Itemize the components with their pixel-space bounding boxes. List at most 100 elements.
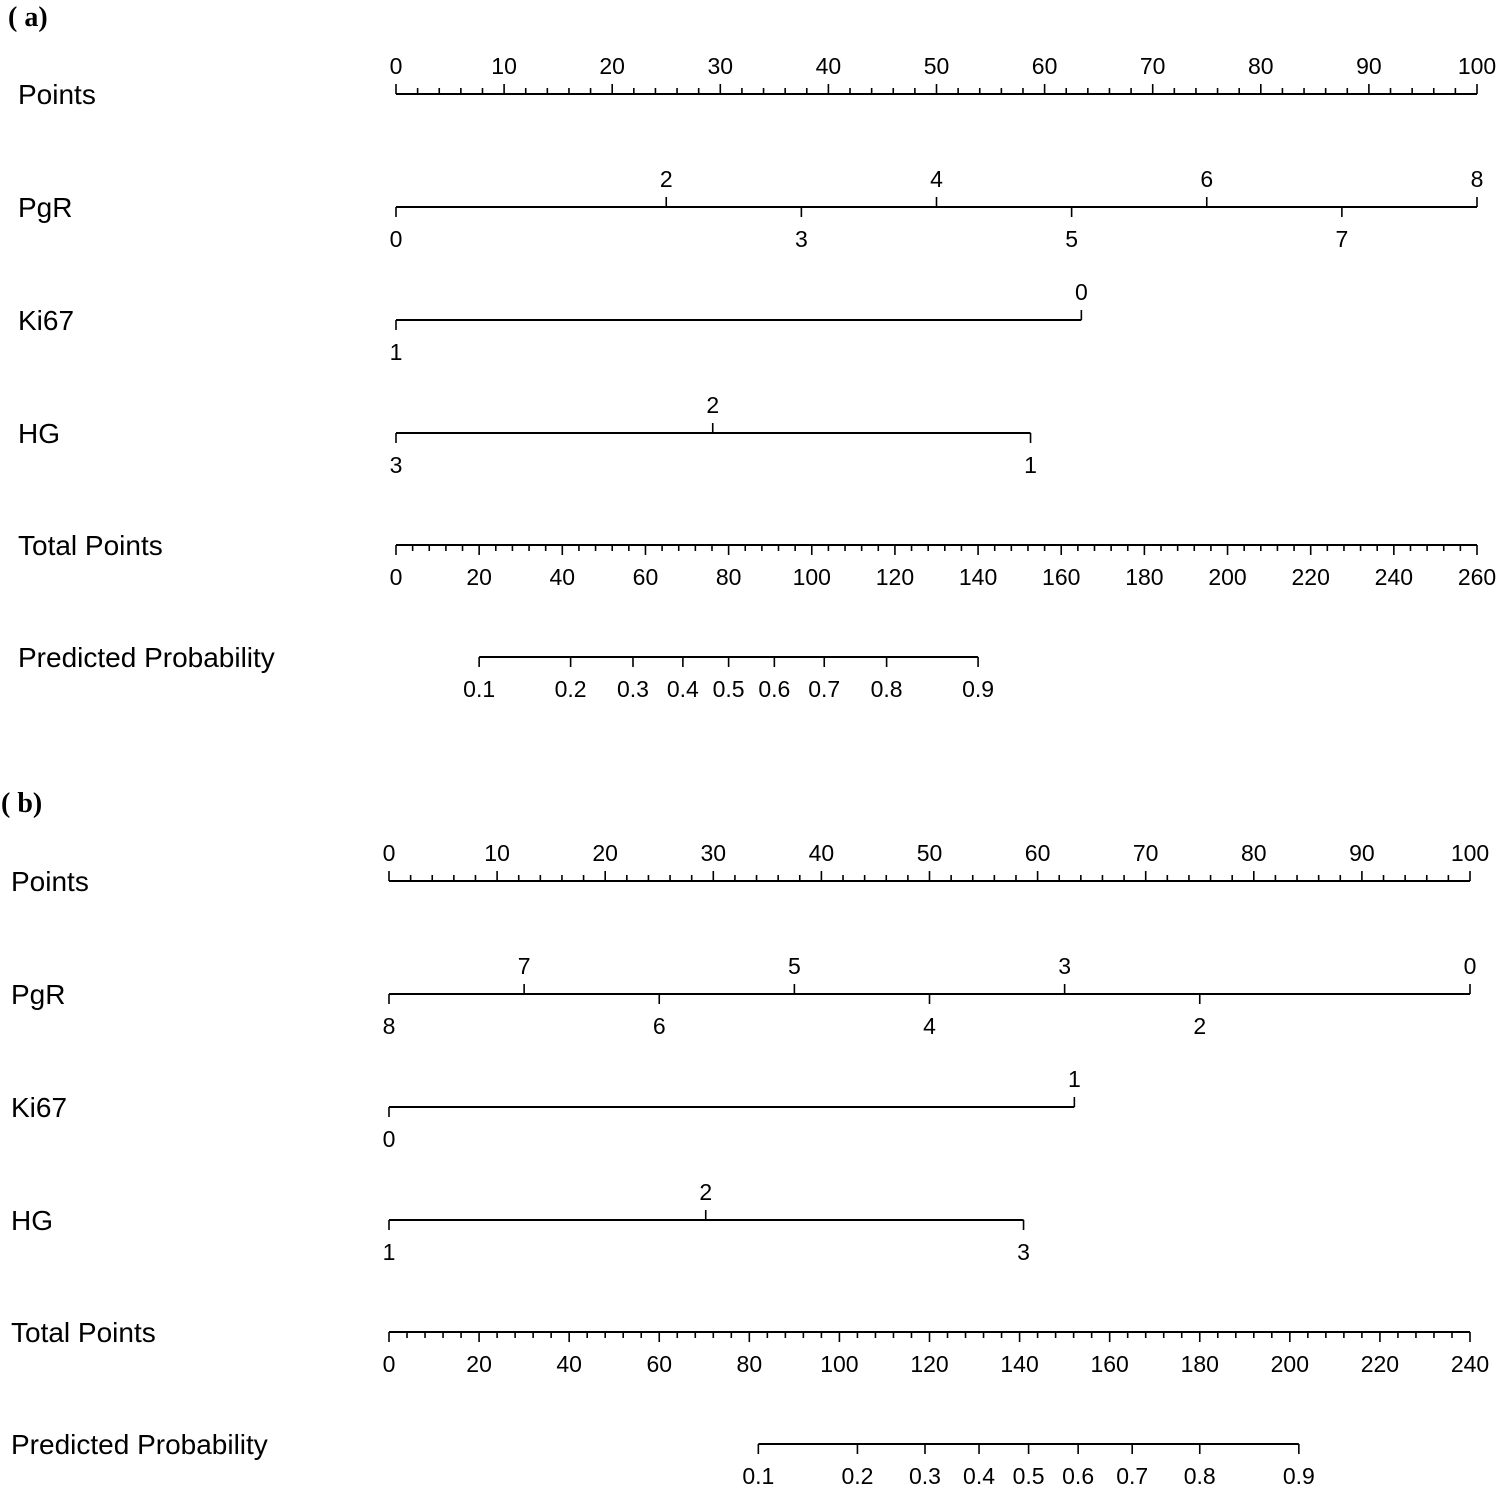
tick-label: 50 xyxy=(917,840,943,866)
tick-label: 180 xyxy=(1181,1351,1219,1377)
tick-label: 100 xyxy=(1458,53,1496,79)
row-label: PgR xyxy=(11,979,65,1010)
level-label: 1 xyxy=(1024,452,1037,478)
tick-label: 90 xyxy=(1356,53,1382,79)
level-label: 7 xyxy=(1335,226,1348,252)
tick-label: 60 xyxy=(1025,840,1051,866)
level-label: 0.4 xyxy=(963,1463,995,1489)
tick-label: 100 xyxy=(820,1351,858,1377)
level-label: 8 xyxy=(1471,166,1484,192)
row-points: Points 0 10 20 30 40 50 60 70 80 90 100 xyxy=(18,53,1496,110)
level-label: 0.6 xyxy=(758,676,790,702)
tick-label: 10 xyxy=(491,53,517,79)
tick-label: 20 xyxy=(466,564,492,590)
level-label: 0.9 xyxy=(962,676,994,702)
tick-label: 240 xyxy=(1451,1351,1489,1377)
level-label: 5 xyxy=(1065,226,1078,252)
level-label: 5 xyxy=(788,953,801,979)
level-label: 0.9 xyxy=(1283,1463,1315,1489)
row-pgr: PgR 7 5 3 0 8 6 4 2 xyxy=(11,953,1476,1039)
level-label: 0 xyxy=(383,1126,396,1152)
level-label: 3 xyxy=(1017,1239,1030,1265)
tick-label: 0 xyxy=(390,53,403,79)
tick-label: 90 xyxy=(1349,840,1375,866)
tick-label: 50 xyxy=(924,53,950,79)
tick-label: 40 xyxy=(550,564,576,590)
level-label: 0.4 xyxy=(667,676,699,702)
tick-label: 60 xyxy=(646,1351,672,1377)
level-label: 0.3 xyxy=(617,676,649,702)
level-label: 8 xyxy=(383,1013,396,1039)
tick-label: 200 xyxy=(1208,564,1246,590)
row-label: HG xyxy=(18,418,60,449)
level-label: 6 xyxy=(653,1013,666,1039)
panel-label: ( b) xyxy=(1,788,42,819)
row-label: Predicted Probability xyxy=(18,642,275,673)
tick-label: 70 xyxy=(1140,53,1166,79)
level-label: 0.8 xyxy=(1184,1463,1216,1489)
row-hg: HG 2 1 3 xyxy=(11,1179,1030,1265)
level-label: 0.1 xyxy=(463,676,495,702)
tick-label: 30 xyxy=(708,53,734,79)
tick-label: 140 xyxy=(1000,1351,1038,1377)
level-label: 0.7 xyxy=(1116,1463,1148,1489)
level-label: 2 xyxy=(660,166,673,192)
level-label: 0.7 xyxy=(808,676,840,702)
row-label: Ki67 xyxy=(18,305,74,336)
tick-label: 80 xyxy=(1241,840,1267,866)
row-label: Total Points xyxy=(11,1317,156,1348)
tick-label: 120 xyxy=(876,564,914,590)
level-label: 4 xyxy=(923,1013,936,1039)
tick-label: 100 xyxy=(1451,840,1489,866)
row-total: Total Points 0 20 40 60 80 100 120 140 160 180 200 2… xyxy=(11,1317,1489,1377)
level-label: 0 xyxy=(1464,953,1477,979)
tick-label: 60 xyxy=(633,564,659,590)
tick-label: 80 xyxy=(737,1351,763,1377)
tick-label: 10 xyxy=(484,840,510,866)
tick-label: 120 xyxy=(910,1351,948,1377)
row-hg: HG 2 3 1 xyxy=(18,392,1037,478)
panel-label: ( a) xyxy=(8,2,48,33)
tick-label: 0 xyxy=(383,1351,396,1377)
level-label: 0 xyxy=(390,226,403,252)
tick-label: 240 xyxy=(1375,564,1413,590)
tick-label: 0 xyxy=(390,564,403,590)
tick-label: 260 xyxy=(1458,564,1496,590)
level-label: 0.8 xyxy=(871,676,903,702)
level-label: 2 xyxy=(699,1179,712,1205)
row-label: Points xyxy=(18,79,96,110)
row-ki67: Ki67 1 0 xyxy=(11,1066,1081,1152)
row-label: Points xyxy=(11,866,89,897)
tick-label: 140 xyxy=(959,564,997,590)
tick-label: 60 xyxy=(1032,53,1058,79)
level-label: 0.5 xyxy=(713,676,745,702)
level-label: 1 xyxy=(383,1239,396,1265)
tick-label: 160 xyxy=(1042,564,1080,590)
level-label: 7 xyxy=(518,953,531,979)
tick-label: 30 xyxy=(701,840,727,866)
level-label: 3 xyxy=(390,452,403,478)
tick-label: 180 xyxy=(1125,564,1163,590)
level-label: 0.2 xyxy=(555,676,587,702)
tick-label: 80 xyxy=(1248,53,1274,79)
tick-label: 20 xyxy=(592,840,618,866)
tick-label: 220 xyxy=(1361,1351,1399,1377)
level-label: 0 xyxy=(1075,279,1088,305)
row-prob: Predicted Probability 0.1 0.2 0.3 0.4 0.5 0.6 0… xyxy=(11,1429,1315,1489)
level-label: 2 xyxy=(1193,1013,1206,1039)
level-label: 0.6 xyxy=(1062,1463,1094,1489)
level-label: 6 xyxy=(1200,166,1213,192)
level-label: 3 xyxy=(795,226,808,252)
level-label: 0.1 xyxy=(742,1463,774,1489)
row-prob: Predicted Probability 0.1 0.2 0.3 0.4 0.5 0.6 0… xyxy=(18,642,994,702)
row-points: Points 0 10 20 30 40 50 60 70 80 90 100 xyxy=(11,840,1489,897)
level-label: 0.2 xyxy=(841,1463,873,1489)
row-ki67: Ki67 0 1 xyxy=(18,279,1088,365)
row-label: Ki67 xyxy=(11,1092,67,1123)
row-label: Predicted Probability xyxy=(11,1429,268,1460)
row-pgr: PgR 2 4 6 8 0 3 5 7 xyxy=(18,166,1483,252)
level-label: 3 xyxy=(1058,953,1071,979)
